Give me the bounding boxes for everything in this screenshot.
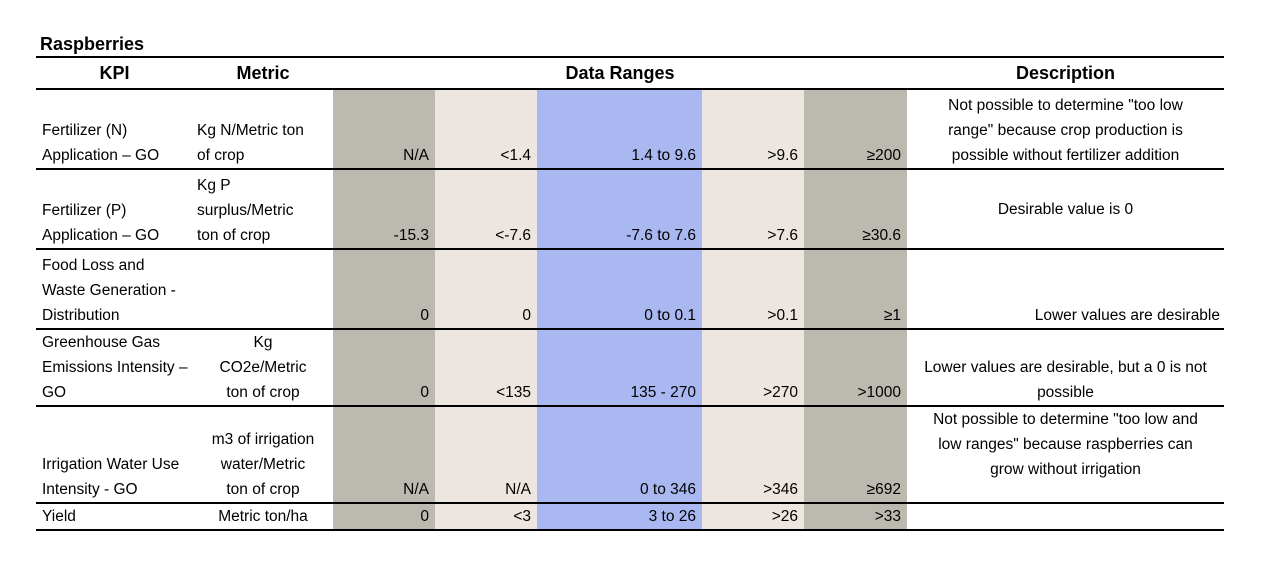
description-line: range" because crop production is <box>948 122 1183 139</box>
range-cell-2: <1.4 <box>435 89 537 169</box>
table-row: Yield Metric ton/ha 0 <3 3 to 26 >26 >33 <box>36 503 1224 530</box>
header-description: Description <box>907 56 1224 90</box>
description-line: grow without irrigation <box>990 461 1141 478</box>
range-cell-1: 0 <box>333 249 435 329</box>
range-cell-3: -7.6 to 7.6 <box>537 169 702 249</box>
kpi-line: Food Loss and <box>42 257 145 274</box>
description-line: possible without fertilizer addition <box>951 147 1180 164</box>
description-cell: Not possible to determine "too low range"… <box>907 89 1224 169</box>
range-cell-5: >1000 <box>804 329 907 406</box>
table-row: Food Loss and Waste Generation - Distribut… <box>36 249 1224 329</box>
description-line: low ranges" because raspberries can <box>938 436 1193 453</box>
kpi-line: Application – GO <box>42 227 160 244</box>
metric-line: surplus/Metric <box>197 202 294 219</box>
description-line: Lower values are desirable, but a 0 is n… <box>924 359 1207 376</box>
kpi-cell: Greenhouse Gas Emissions Intensity – GO <box>36 329 193 406</box>
range-cell-2: <-7.6 <box>435 169 537 249</box>
range-cell-3: 3 to 26 <box>537 503 702 530</box>
table-row: Fertilizer (P) Application – GO Kg P surplu… <box>36 169 1224 249</box>
metric-cell: Metric ton/ha <box>193 503 333 530</box>
metric-line: Kg <box>253 334 273 351</box>
metric-cell: Kg N/Metric ton of crop <box>193 89 333 169</box>
range-cell-5: ≥692 <box>804 406 907 503</box>
kpi-cell: Fertilizer (N) Application – GO <box>36 89 193 169</box>
range-cell-3: 135 - 270 <box>537 329 702 406</box>
kpi-line: Distribution <box>42 307 120 324</box>
range-cell-5: ≥200 <box>804 89 907 169</box>
range-cell-5: ≥1 <box>804 249 907 329</box>
range-cell-5: >33 <box>804 503 907 530</box>
description-cell: Lower values are desirable, but a 0 is n… <box>907 329 1224 406</box>
range-cell-1: 0 <box>333 329 435 406</box>
kpi-line: Application – GO <box>42 147 160 164</box>
header-kpi: KPI <box>36 56 193 90</box>
range-cell-3: 0 to 0.1 <box>537 249 702 329</box>
metric-line: of crop <box>197 147 245 164</box>
description-cell: Lower values are desirable <box>907 249 1224 329</box>
kpi-line: Intensity - GO <box>42 481 138 498</box>
description-line: Not possible to determine "too low and <box>933 411 1198 428</box>
metric-cell: Kg P surplus/Metric ton of crop <box>193 169 333 249</box>
table-row: Fertilizer (N) Application – GO Kg N/Metri… <box>36 89 1224 169</box>
table-row: Irrigation Water Use Intensity - GO m3 of … <box>36 406 1224 503</box>
kpi-line: Yield <box>42 508 76 525</box>
range-cell-5: ≥30.6 <box>804 169 907 249</box>
metric-line: Metric ton/ha <box>218 508 308 525</box>
kpi-line: Fertilizer (N) <box>42 122 128 139</box>
range-cell-4: >26 <box>702 503 804 530</box>
metric-line: ton of crop <box>197 227 271 244</box>
range-cell-1: 0 <box>333 503 435 530</box>
range-cell-1: N/A <box>333 89 435 169</box>
description-line: Desirable value is 0 <box>997 200 1134 218</box>
description-cell: Desirable value is 0 <box>907 169 1224 249</box>
kpi-cell: Irrigation Water Use Intensity - GO <box>36 406 193 503</box>
kpi-cell: Yield <box>36 503 193 530</box>
kpi-line: Irrigation Water Use <box>42 456 180 473</box>
metric-cell: Kg CO2e/Metric ton of crop <box>193 329 333 406</box>
metric-line: m3 of irrigation <box>211 431 315 448</box>
metric-cell: m3 of irrigation water/Metric ton of crop <box>193 406 333 503</box>
kpi-line: Waste Generation - <box>42 282 176 299</box>
kpi-table: KPI Metric Data Ranges Description Ferti… <box>36 56 1224 531</box>
range-cell-2: 0 <box>435 249 537 329</box>
description-cell <box>907 503 1224 530</box>
kpi-cell: Food Loss and Waste Generation - Distribut… <box>36 249 193 329</box>
kpi-line: Greenhouse Gas <box>42 334 161 351</box>
kpi-cell: Fertilizer (P) Application – GO <box>36 169 193 249</box>
range-cell-4: >270 <box>702 329 804 406</box>
table-title: Raspberries <box>40 34 145 54</box>
kpi-line: GO <box>42 384 67 401</box>
metric-line: CO2e/Metric <box>219 359 307 376</box>
kpi-line: Fertilizer (P) <box>42 202 127 219</box>
range-cell-3: 0 to 346 <box>537 406 702 503</box>
range-cell-2: <135 <box>435 329 537 406</box>
range-cell-1: N/A <box>333 406 435 503</box>
header-data-ranges: Data Ranges <box>333 56 907 90</box>
metric-cell <box>193 249 333 329</box>
header-metric: Metric <box>193 56 333 90</box>
description-line: Lower values are desirable <box>1034 307 1220 324</box>
range-cell-4: >0.1 <box>702 249 804 329</box>
kpi-line: Emissions Intensity – <box>42 359 188 376</box>
metric-line: ton of crop <box>226 481 300 498</box>
range-cell-4: >346 <box>702 406 804 503</box>
range-cell-3: 1.4 to 9.6 <box>537 89 702 169</box>
description-line: possible <box>1037 384 1094 401</box>
range-cell-4: >7.6 <box>702 169 804 249</box>
metric-line: Kg P <box>197 177 231 194</box>
range-cell-2: <3 <box>435 503 537 530</box>
description-cell: Not possible to determine "too low and lo… <box>907 406 1224 503</box>
range-cell-1: -15.3 <box>333 169 435 249</box>
metric-line: Kg N/Metric ton <box>197 122 304 139</box>
table-row: Greenhouse Gas Emissions Intensity – GO Kg C… <box>36 329 1224 406</box>
description-line: Not possible to determine "too low <box>948 97 1183 114</box>
metric-line: ton of crop <box>226 384 300 401</box>
range-cell-4: >9.6 <box>702 89 804 169</box>
metric-line: water/Metric <box>220 456 306 473</box>
range-cell-2: N/A <box>435 406 537 503</box>
